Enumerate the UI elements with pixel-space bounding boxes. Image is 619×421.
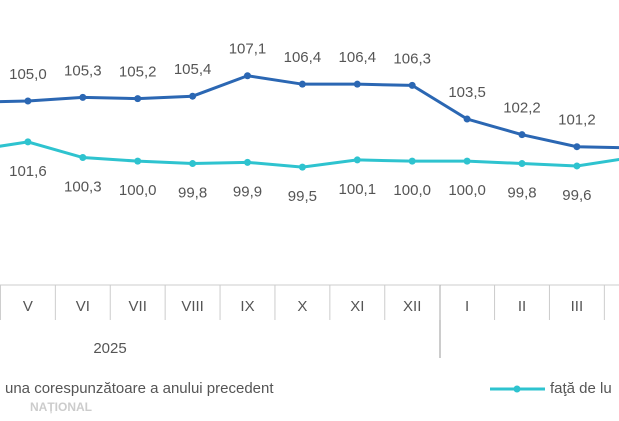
point [518, 131, 526, 139]
data-label: 101,6 [9, 163, 47, 180]
data-label: 103,5 [448, 84, 486, 101]
x-tick-label: V [23, 298, 33, 315]
data-label: 100,1 [339, 181, 377, 198]
point [298, 80, 306, 88]
x-tick-label: XII [403, 298, 421, 315]
data-label: 106,4 [284, 49, 322, 66]
point [518, 160, 526, 168]
data-label: 99,6 [562, 187, 591, 204]
data-label: 106,3 [393, 50, 431, 67]
legend-marker [513, 385, 521, 393]
point [463, 157, 471, 165]
data-label: 102,2 [503, 100, 541, 117]
year-label: 2025 [93, 340, 126, 357]
point [79, 154, 87, 162]
point [244, 72, 251, 80]
data-label: 100,0 [119, 182, 157, 199]
point [134, 157, 142, 165]
data-label: 105,2 [119, 64, 157, 81]
point [189, 160, 197, 168]
data-label: 99,9 [233, 183, 262, 200]
point [189, 92, 197, 100]
data-label: 105,0 [9, 66, 47, 83]
point [298, 163, 306, 171]
legend-label: faţă de lu [550, 380, 612, 397]
point [573, 162, 581, 170]
x-tick-label: II [518, 298, 526, 315]
data-label: 100,3 [64, 179, 102, 196]
point [134, 95, 142, 103]
point [24, 97, 32, 105]
x-tick-label: VI [76, 298, 90, 315]
point [353, 80, 361, 88]
x-tick-label: XI [350, 298, 364, 315]
data-label: 100,0 [448, 182, 486, 199]
series-line [0, 140, 619, 169]
x-tick-label: III [571, 298, 584, 315]
data-label: 99,8 [507, 185, 536, 202]
point [24, 138, 32, 146]
data-label: 100,0 [393, 182, 431, 199]
data-label: 105,4 [174, 61, 212, 78]
point [463, 115, 471, 123]
x-tick-label: IX [240, 298, 254, 315]
point [353, 156, 361, 164]
data-label: 99,8 [178, 185, 207, 202]
data-label: 101,2 [558, 112, 596, 129]
point [573, 143, 581, 151]
data-label: 107,1 [229, 41, 267, 58]
watermark: NAȚIONAL [30, 400, 92, 414]
data-label: 99,5 [288, 188, 317, 205]
legend-label: una corespunzătoare a anului precedent [5, 380, 274, 397]
point [408, 81, 416, 89]
point [244, 158, 251, 166]
data-label: 105,3 [64, 62, 102, 79]
point [79, 93, 87, 101]
point [408, 157, 416, 165]
x-tick-label: I [465, 298, 469, 315]
x-tick-label: VII [129, 298, 147, 315]
x-tick-label: X [297, 298, 307, 315]
data-label: 106,4 [339, 49, 377, 66]
x-tick-label: VIII [181, 298, 204, 315]
